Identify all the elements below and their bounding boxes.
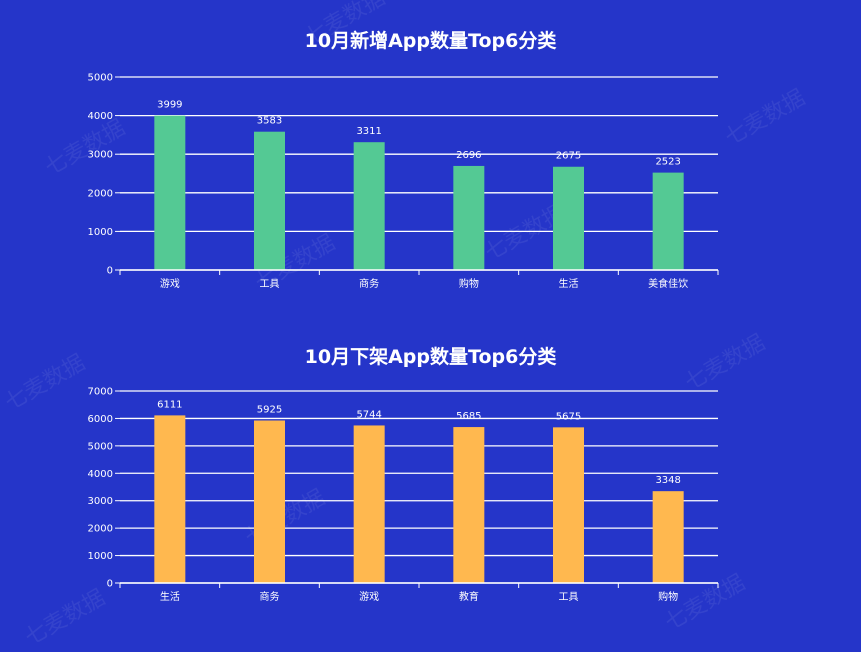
x-tick-label: 购物	[459, 277, 479, 290]
y-tick-label: 0	[107, 579, 113, 590]
x-tick-label: 生活	[160, 590, 180, 603]
x-tick-label: 教育	[459, 590, 479, 603]
y-tick-label: 2000	[88, 188, 113, 199]
bar	[553, 166, 584, 270]
data-label: 6111	[157, 399, 182, 410]
data-label: 5744	[356, 409, 381, 420]
chart-title: 10月下架App数量Top6分类	[304, 346, 557, 368]
y-tick-label: 1000	[88, 227, 113, 238]
bar	[154, 415, 186, 583]
y-tick-label: 2000	[88, 524, 113, 535]
y-tick-label: 3000	[88, 150, 113, 161]
x-tick-label: 工具	[559, 591, 579, 603]
y-tick-label: 7000	[88, 387, 113, 398]
bar	[652, 172, 684, 270]
x-tick-label: 美食佳饮	[648, 277, 688, 290]
bar	[652, 491, 684, 583]
y-tick-label: 0	[107, 266, 113, 277]
y-tick-label: 6000	[88, 414, 113, 425]
removed-apps-chart-panel: 10月下架App数量Top6分类 0 1000 2000 3000 4000 5000 60…	[0, 310, 861, 621]
bar	[553, 427, 584, 583]
y-tick-label: 5000	[88, 441, 113, 452]
data-label: 3999	[157, 100, 182, 111]
data-label: 5925	[257, 404, 282, 415]
removed-apps-bar-chart: 0 1000 2000 3000 4000 5000 6000 7000 6111 生活 5925 商…	[88, 387, 719, 603]
data-label: 2523	[655, 157, 680, 168]
bar	[453, 165, 485, 270]
bar	[154, 115, 186, 270]
data-label: 5675	[556, 411, 581, 422]
bar	[353, 425, 385, 583]
data-label: 2696	[456, 150, 481, 161]
bar	[453, 427, 485, 583]
x-tick-label: 工具	[260, 278, 280, 290]
x-tick-label: 商务	[359, 277, 379, 290]
new-apps-bar-chart: 0 1000 2000 3000 4000 5000 3999 游戏 3583 工具 3311 商务 2…	[88, 73, 719, 290]
x-tick-label: 游戏	[359, 590, 379, 603]
new-apps-chart-panel: 10月新增App数量Top6分类 0 1000 2000 3000 4000 5000 39…	[0, 0, 861, 310]
data-label: 3348	[655, 475, 680, 486]
x-tick-label: 生活	[559, 277, 579, 290]
chart-title: 10月新增App数量Top6分类	[304, 30, 557, 52]
bar	[254, 131, 285, 270]
bar	[254, 420, 285, 583]
data-label: 5685	[456, 411, 481, 422]
y-tick-label: 3000	[88, 496, 113, 507]
y-tick-label: 4000	[88, 469, 113, 480]
y-tick-label: 5000	[88, 73, 113, 84]
data-label: 3583	[257, 116, 282, 127]
bar	[353, 142, 385, 270]
x-tick-label: 游戏	[160, 277, 180, 290]
x-tick-label: 购物	[658, 590, 678, 603]
data-label: 2675	[556, 151, 581, 162]
y-tick-label: 1000	[88, 551, 113, 562]
data-label: 3311	[356, 126, 381, 137]
y-tick-label: 4000	[88, 111, 113, 122]
x-tick-label: 商务	[260, 590, 280, 603]
